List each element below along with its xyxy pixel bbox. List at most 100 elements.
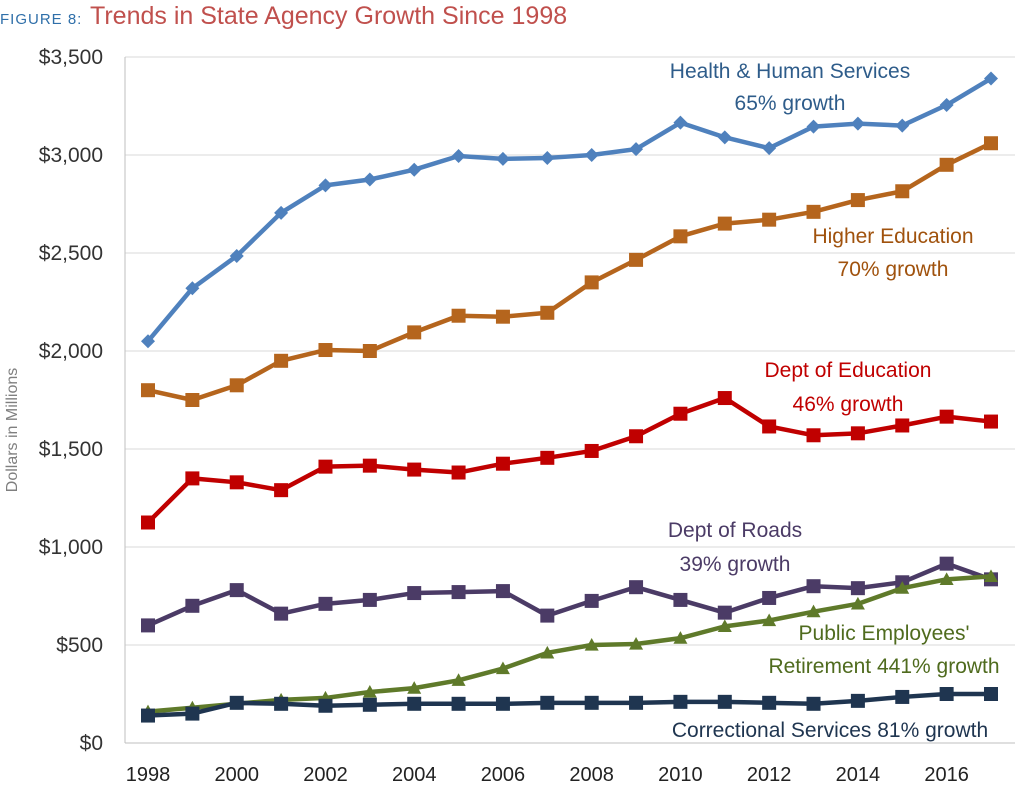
data-point	[185, 598, 200, 613]
x-tick-label: 2004	[392, 764, 437, 786]
data-point	[850, 193, 865, 208]
data-point	[584, 695, 599, 710]
series-annotation: 39% growth	[680, 553, 791, 576]
y-tick-label: $500	[56, 634, 103, 657]
data-point	[495, 696, 510, 711]
chart-title: Trends in State Agency Growth Since 1998	[90, 2, 567, 30]
series-annotation: 65% growth	[735, 92, 846, 115]
data-point	[850, 693, 865, 708]
data-point	[629, 580, 644, 595]
data-point	[984, 71, 998, 86]
data-point	[762, 590, 777, 605]
data-point	[806, 604, 821, 618]
data-point	[584, 443, 599, 458]
series-line	[147, 561, 992, 628]
figure-label: FIGURE 8:	[0, 11, 82, 28]
data-point	[629, 142, 644, 157]
data-point	[362, 344, 377, 358]
data-point	[673, 406, 688, 421]
series-line	[147, 574, 992, 714]
data-point	[717, 216, 732, 231]
data-point	[229, 378, 244, 393]
x-tick-label: 2008	[569, 764, 614, 786]
data-point	[274, 205, 289, 220]
x-tick-labels: 1998 2000 2002 2004 2006 2008 2010 2012 2014 2016	[126, 764, 969, 786]
y-tick-label: $2,500	[39, 242, 103, 265]
data-point	[540, 695, 555, 710]
x-tick-label: 2002	[303, 764, 348, 786]
y-tick-label: $1,500	[39, 438, 103, 461]
data-point	[185, 471, 200, 486]
data-point	[362, 458, 377, 473]
data-point	[141, 383, 155, 398]
y-tick-label: $2,000	[39, 340, 103, 363]
data-point	[141, 708, 155, 723]
data-point	[362, 697, 377, 712]
data-point	[850, 426, 865, 441]
data-point	[274, 483, 289, 498]
data-point	[274, 353, 289, 368]
x-tick-label: 1998	[126, 764, 171, 786]
data-point	[717, 130, 732, 145]
data-point	[540, 645, 555, 659]
data-point	[495, 584, 510, 599]
series-annotations: Health & Human Services 65% growth Higher …	[668, 60, 1000, 742]
data-point	[806, 119, 821, 134]
series-annotation: Public Employees'	[799, 622, 970, 645]
data-point	[407, 696, 422, 711]
y-axis-label: Dollars in Millions	[4, 368, 21, 492]
data-point	[850, 596, 865, 610]
series-annotation: Higher Education	[812, 225, 973, 248]
data-point	[495, 151, 510, 166]
series-group	[141, 71, 998, 723]
data-point	[229, 583, 244, 598]
series-annotation: Correctional Services 81% growth	[672, 719, 988, 742]
y-tick-labels: $0 $500 $1,000 $1,500 $2,000 $2,500 $3,000 $3,5…	[39, 46, 103, 755]
data-point	[451, 673, 466, 686]
data-point	[984, 414, 998, 429]
data-point	[939, 409, 954, 424]
data-point	[185, 281, 200, 296]
data-point	[717, 391, 732, 406]
data-point	[185, 706, 200, 721]
data-point	[451, 465, 466, 480]
data-point	[850, 116, 865, 131]
data-point	[407, 162, 422, 177]
series-line	[146, 395, 992, 525]
data-point	[895, 118, 910, 133]
data-point	[407, 586, 422, 601]
data-point	[407, 681, 422, 694]
data-point	[185, 393, 200, 407]
data-point	[362, 685, 377, 698]
data-point	[806, 579, 821, 594]
data-point	[141, 334, 155, 349]
series-annotation: Dept of Education	[765, 359, 932, 382]
data-point	[984, 136, 998, 151]
data-point	[318, 596, 333, 611]
data-point	[762, 695, 777, 710]
data-point	[629, 695, 644, 710]
series-line	[147, 141, 992, 403]
y-tick-label: $3,000	[39, 144, 103, 167]
series-annotation: 46% growth	[793, 393, 904, 416]
y-tick-label: $1,000	[39, 536, 103, 559]
data-point	[274, 696, 289, 711]
data-point	[895, 581, 910, 594]
data-point	[451, 308, 466, 323]
data-point	[673, 229, 688, 244]
data-point	[407, 462, 422, 477]
data-point	[762, 212, 777, 227]
data-point	[762, 141, 777, 156]
data-point	[717, 619, 732, 632]
data-point	[673, 115, 688, 130]
data-point	[318, 178, 333, 193]
data-point	[939, 556, 954, 571]
data-point	[540, 450, 555, 465]
gridlines	[125, 56, 1015, 646]
data-point	[939, 572, 954, 585]
data-point	[939, 687, 954, 701]
series-line	[147, 691, 991, 718]
data-point	[939, 157, 954, 172]
